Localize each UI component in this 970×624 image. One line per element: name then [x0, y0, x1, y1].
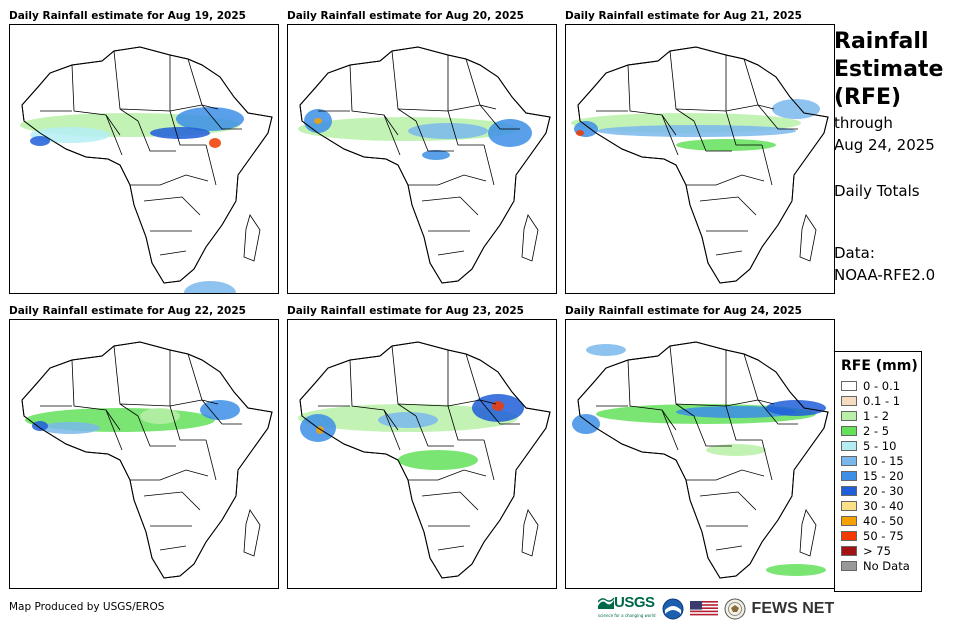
legend-label: 15 - 20	[863, 468, 904, 483]
legend-swatch	[841, 395, 857, 406]
legend-label: 1 - 2	[863, 408, 890, 423]
legend-label: 50 - 75	[863, 528, 904, 543]
legend-label: 30 - 40	[863, 498, 904, 513]
usgs-logo-text: USGS	[614, 594, 655, 611]
panel-title: Daily Rainfall estimate for Aug 20, 2025	[287, 10, 524, 22]
state-department-seal-icon	[724, 598, 746, 620]
africa-rainfall-map	[565, 24, 835, 294]
map-svg	[572, 341, 829, 579]
usgs-tagline: science for a changing world	[598, 613, 656, 618]
sidebar-data-label: Data:	[834, 244, 875, 262]
madagascar-outline	[799, 509, 817, 557]
legend-item: 40 - 50	[841, 513, 921, 528]
map-svg	[298, 46, 551, 284]
legend-item: 20 - 30	[841, 483, 921, 498]
map-svg	[571, 46, 829, 284]
sidebar-title-line1: Rainfall	[834, 29, 929, 54]
credit-text: Map Produced by USGS/EROS	[9, 601, 165, 613]
legend-item: 0 - 0.1	[841, 378, 921, 393]
legend-label: > 75	[863, 543, 891, 558]
map-svg	[298, 341, 551, 579]
logo-bar: USGS science for a changing world FEWS N…	[598, 594, 835, 622]
legend-item: 15 - 20	[841, 468, 921, 483]
fewsnet-logo-text: FEWS NET	[751, 600, 835, 617]
madagascar-outline	[521, 214, 539, 262]
sidebar-totals: Daily Totals	[834, 182, 920, 200]
us-flag-icon	[689, 601, 718, 617]
noaa-logo-icon	[662, 598, 684, 620]
legend-title: RFE (mm)	[841, 358, 918, 374]
sidebar-title-line3: (RFE)	[834, 85, 902, 110]
panel-title: Daily Rainfall estimate for Aug 19, 2025	[9, 10, 246, 22]
legend-item: 10 - 15	[841, 453, 921, 468]
panel-title: Daily Rainfall estimate for Aug 22, 2025	[9, 305, 246, 317]
legend-swatch	[841, 425, 857, 436]
legend-swatch	[841, 545, 857, 556]
africa-outline	[299, 46, 551, 284]
sidebar-data-source: NOAA-RFE2.0	[834, 266, 936, 284]
legend-label: 0.1 - 1	[863, 393, 901, 408]
usgs-wave-icon	[598, 597, 614, 609]
legend-swatch	[841, 455, 857, 466]
legend-swatch	[841, 410, 857, 421]
map-svg	[21, 341, 273, 579]
madagascar-outline	[521, 509, 539, 557]
legend-swatch	[841, 380, 857, 391]
africa-outline	[577, 341, 829, 579]
madagascar-outline	[243, 214, 261, 262]
legend-swatch	[841, 530, 857, 541]
legend-label: 5 - 10	[863, 438, 897, 453]
sidebar-date: Aug 24, 2025	[834, 136, 935, 154]
map-svg	[20, 46, 273, 293]
usgs-logo: USGS science for a changing world	[598, 594, 656, 622]
africa-rainfall-map	[565, 319, 835, 589]
legend-label: 10 - 15	[863, 453, 904, 468]
legend-item: > 75	[841, 543, 921, 558]
sidebar-through: through	[834, 114, 893, 132]
legend-label: No Data	[863, 558, 910, 573]
africa-outline	[577, 46, 829, 284]
panel-title: Daily Rainfall estimate for Aug 21, 2025	[565, 10, 802, 22]
legend-label: 0 - 0.1	[863, 378, 901, 393]
legend-swatch	[841, 500, 857, 511]
legend-swatch	[841, 485, 857, 496]
sidebar-info: Rainfall Estimate (RFE) through Aug 24, …	[834, 28, 964, 286]
legend-item: 5 - 10	[841, 438, 921, 453]
legend-swatch	[841, 440, 857, 451]
legend-label: 2 - 5	[863, 423, 890, 438]
sidebar-title-line2: Estimate	[834, 57, 944, 82]
legend-item: 0.1 - 1	[841, 393, 921, 408]
legend-swatch	[841, 470, 857, 481]
africa-rainfall-map	[9, 319, 279, 589]
legend-item: 30 - 40	[841, 498, 921, 513]
africa-rainfall-map	[287, 319, 557, 589]
legend-item: 50 - 75	[841, 528, 921, 543]
legend-label: 40 - 50	[863, 513, 904, 528]
panel-title: Daily Rainfall estimate for Aug 24, 2025	[565, 305, 802, 317]
legend-swatch	[841, 515, 857, 526]
africa-outline	[21, 46, 273, 284]
legend-item: No Data	[841, 558, 921, 573]
legend-item: 2 - 5	[841, 423, 921, 438]
africa-rainfall-map	[9, 24, 279, 294]
africa-outline	[21, 341, 273, 579]
legend-label: 20 - 30	[863, 483, 904, 498]
legend-swatch	[841, 560, 857, 571]
panel-title: Daily Rainfall estimate for Aug 23, 2025	[287, 305, 524, 317]
madagascar-outline	[799, 214, 817, 262]
madagascar-outline	[243, 509, 261, 557]
legend-item: 1 - 2	[841, 408, 921, 423]
africa-rainfall-map	[287, 24, 557, 294]
